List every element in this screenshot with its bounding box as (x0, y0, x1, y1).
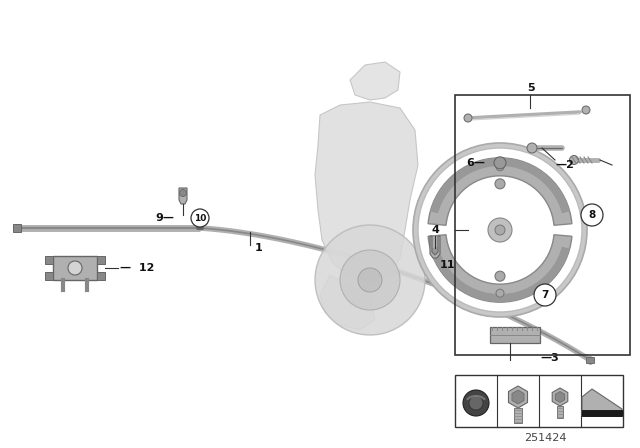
Text: 10: 10 (458, 375, 470, 384)
Polygon shape (45, 256, 53, 264)
Circle shape (179, 190, 186, 197)
Wedge shape (428, 158, 572, 225)
Circle shape (534, 284, 556, 306)
Wedge shape (428, 235, 572, 302)
Bar (455, 375, 623, 427)
Polygon shape (179, 188, 187, 204)
Wedge shape (430, 246, 570, 302)
Text: 8: 8 (588, 210, 596, 220)
Circle shape (340, 250, 400, 310)
Text: 6—: 6— (466, 158, 485, 168)
Polygon shape (45, 272, 53, 280)
Text: 11: 11 (440, 260, 456, 270)
Circle shape (495, 179, 505, 189)
Polygon shape (53, 256, 97, 280)
Circle shape (570, 155, 579, 164)
Text: 8: 8 (500, 375, 506, 384)
Polygon shape (582, 410, 622, 416)
Circle shape (358, 268, 382, 292)
Bar (557, 406, 563, 418)
Polygon shape (350, 62, 400, 100)
Circle shape (488, 218, 512, 242)
Wedge shape (430, 158, 570, 213)
Polygon shape (97, 272, 105, 280)
Circle shape (68, 261, 82, 275)
Circle shape (581, 204, 603, 226)
Text: 7: 7 (542, 375, 548, 384)
Circle shape (413, 143, 587, 317)
Text: —  12: — 12 (120, 263, 154, 273)
Circle shape (496, 163, 504, 171)
Circle shape (418, 148, 582, 312)
Circle shape (496, 289, 504, 297)
Circle shape (495, 225, 505, 235)
Circle shape (463, 390, 489, 416)
Circle shape (464, 114, 472, 122)
Text: 1: 1 (255, 243, 263, 253)
Circle shape (191, 209, 209, 227)
Text: —2: —2 (555, 160, 574, 170)
Bar (586, 357, 594, 363)
Bar (455, 95, 630, 355)
Text: 4: 4 (432, 225, 440, 235)
Circle shape (582, 106, 590, 114)
Polygon shape (320, 275, 375, 330)
Polygon shape (315, 102, 418, 282)
Polygon shape (430, 236, 440, 258)
Text: 5: 5 (527, 83, 534, 93)
Text: 10: 10 (194, 214, 206, 223)
Text: 9—: 9— (155, 213, 174, 223)
Bar (514, 408, 522, 423)
Circle shape (527, 143, 537, 153)
Text: —3: —3 (540, 353, 559, 363)
Circle shape (495, 271, 505, 281)
Text: 251424: 251424 (524, 433, 566, 443)
Circle shape (494, 157, 506, 169)
Polygon shape (582, 389, 622, 416)
Circle shape (315, 225, 425, 335)
Bar (13, 224, 21, 232)
Polygon shape (490, 327, 540, 343)
Circle shape (469, 396, 483, 410)
Text: 7: 7 (541, 290, 548, 300)
Polygon shape (97, 256, 105, 264)
